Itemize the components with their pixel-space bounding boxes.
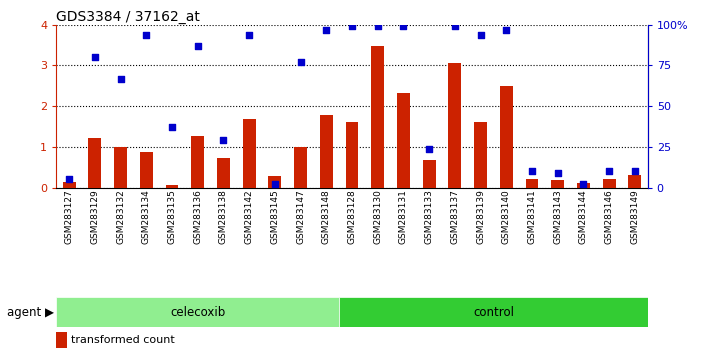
Text: transformed count: transformed count [71, 335, 175, 346]
Bar [551, 180, 564, 188]
Bar [397, 93, 410, 188]
Bar [346, 122, 358, 188]
Point [141, 32, 152, 38]
Point [295, 59, 306, 65]
Bar [629, 175, 641, 188]
Bar [526, 179, 539, 188]
Text: celecoxib: celecoxib [170, 306, 225, 319]
Point [192, 43, 203, 49]
Bar [217, 158, 230, 188]
Bar [63, 182, 75, 188]
Point [89, 55, 101, 60]
Point [424, 146, 435, 152]
Text: control: control [473, 306, 514, 319]
Point [115, 76, 126, 81]
Bar [56, 297, 339, 327]
Point [629, 169, 641, 174]
Text: agent ▶: agent ▶ [7, 306, 54, 319]
Bar [140, 152, 153, 188]
Point [269, 182, 280, 187]
Point [372, 24, 384, 29]
Bar [268, 176, 282, 188]
Point [218, 138, 229, 143]
Bar [474, 122, 487, 188]
Point [244, 32, 255, 38]
Bar [294, 147, 307, 188]
Bar [89, 138, 101, 188]
Bar [339, 297, 648, 327]
Bar [243, 119, 256, 188]
Point [527, 169, 538, 174]
Point [501, 27, 512, 33]
Point [320, 27, 332, 33]
Point [552, 170, 563, 176]
Point [578, 182, 589, 187]
Point [475, 32, 486, 38]
Bar [500, 86, 513, 188]
Bar [320, 115, 333, 188]
Bar [165, 185, 178, 188]
Bar [603, 179, 615, 188]
Point [449, 24, 460, 29]
Bar [371, 46, 384, 188]
Text: GDS3384 / 37162_at: GDS3384 / 37162_at [56, 10, 200, 24]
Bar [114, 147, 127, 188]
Bar [577, 183, 590, 188]
Point [398, 24, 409, 29]
Bar [56, 332, 67, 348]
Point [63, 177, 75, 182]
Point [603, 169, 615, 174]
Point [346, 24, 358, 29]
Bar [191, 136, 204, 188]
Bar [422, 160, 436, 188]
Point [166, 125, 177, 130]
Bar [448, 63, 461, 188]
